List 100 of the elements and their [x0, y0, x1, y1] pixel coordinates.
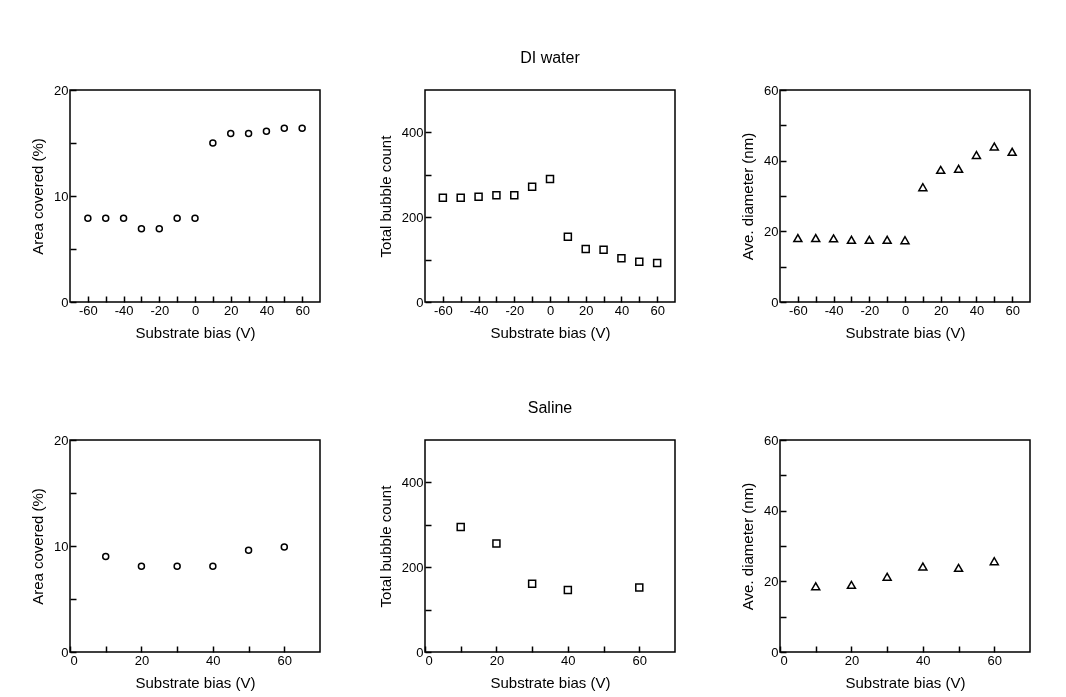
point [793, 233, 803, 243]
chart-title: DI water [520, 49, 581, 66]
point [864, 235, 875, 245]
x-axis-title: Substrate bias (V) [135, 673, 256, 691]
y-tick-label: 20 [54, 432, 69, 448]
point [456, 522, 465, 532]
x-tick-label: 0 [546, 302, 555, 318]
point [456, 193, 465, 202]
point [846, 235, 857, 245]
point [474, 192, 483, 202]
x-tick-label: -60 [788, 302, 808, 318]
y-axis-title: Total bubble count [376, 134, 394, 258]
x-axis-title: Substrate bias (V) [490, 323, 611, 341]
point [492, 190, 501, 200]
point [173, 562, 181, 570]
point [155, 225, 164, 233]
point [527, 579, 537, 588]
y-tick-label: 40 [764, 503, 779, 519]
x-tick-label: 0 [901, 302, 910, 318]
point [101, 552, 110, 561]
x-tick-label: 40 [206, 652, 221, 668]
y-axis-title: Area covered (%) [29, 138, 47, 255]
x-axis-title: Substrate bias (V) [845, 673, 966, 691]
point [918, 562, 928, 571]
x-tick-label: -40 [114, 302, 134, 318]
x-tick-label: 0 [191, 302, 200, 318]
chart-title: Saline [527, 399, 573, 416]
x-axis-title: Substrate bias (V) [845, 323, 966, 341]
point [1007, 147, 1017, 157]
x-tick-label: 20 [578, 302, 594, 318]
point [84, 214, 92, 222]
x-tick-label: 60 [987, 652, 1003, 668]
y-tick-label: 200 [401, 559, 424, 575]
point [492, 539, 501, 548]
point [510, 190, 519, 200]
point [652, 258, 662, 268]
point [810, 233, 821, 243]
point [262, 127, 271, 136]
y-tick-label: 200 [401, 209, 424, 225]
x-tick-label: 60 [1005, 302, 1020, 318]
point [137, 562, 146, 570]
x-tick-label: 20 [134, 652, 150, 668]
point [971, 150, 982, 160]
point [935, 165, 946, 175]
y-tick-label: 400 [401, 124, 424, 140]
x-axis-title: Substrate bias (V) [135, 323, 256, 341]
point [119, 214, 128, 222]
point [173, 214, 181, 222]
point [882, 572, 892, 581]
point [545, 174, 555, 184]
point [280, 543, 289, 551]
y-tick-label: 60 [764, 82, 779, 98]
x-tick-label: 40 [561, 652, 576, 668]
x-tick-label: -60 [433, 302, 453, 318]
point [989, 142, 1000, 151]
point [191, 214, 199, 222]
x-tick-label: -40 [824, 302, 844, 318]
x-tick-label: 20 [223, 302, 239, 318]
x-tick-label: 20 [844, 652, 860, 668]
x-tick-label: -20 [860, 302, 880, 318]
point [953, 563, 964, 573]
x-tick-label: 40 [916, 652, 931, 668]
point [581, 244, 590, 254]
y-tick-label: 60 [764, 432, 779, 448]
x-tick-label: 40 [614, 302, 630, 318]
point [101, 214, 110, 222]
point [244, 129, 253, 138]
point [617, 254, 626, 263]
y-tick-label: 40 [764, 153, 779, 169]
x-tick-label: -20 [505, 302, 525, 318]
point [810, 582, 821, 591]
y-axis-title: Total bubble count [376, 484, 394, 608]
x-tick-label: 40 [969, 302, 985, 318]
y-tick-label: 10 [54, 188, 69, 204]
point [989, 556, 1000, 566]
y-tick-label: 20 [764, 573, 779, 589]
x-tick-label: 60 [295, 302, 310, 318]
point [226, 129, 235, 138]
point [527, 182, 537, 191]
point [918, 182, 928, 192]
x-tick-label: -40 [469, 302, 489, 318]
point [209, 139, 217, 147]
point [563, 585, 573, 595]
point [635, 583, 644, 592]
y-axis-title: Ave. diameter (nm) [739, 132, 757, 261]
point [882, 235, 892, 245]
point [563, 232, 573, 241]
point [635, 257, 644, 266]
y-tick-label: 20 [764, 223, 779, 239]
point [828, 234, 839, 243]
point [599, 245, 608, 255]
x-tick-label: 40 [259, 302, 275, 318]
x-tick-label: 20 [489, 652, 505, 668]
x-tick-label: -20 [150, 302, 170, 318]
y-tick-label: 20 [54, 82, 69, 98]
point [244, 546, 253, 554]
point [209, 562, 217, 570]
point [953, 164, 964, 174]
point [900, 235, 910, 245]
point [846, 580, 857, 590]
